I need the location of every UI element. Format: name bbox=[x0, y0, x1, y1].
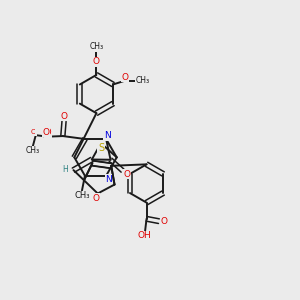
Text: CH₃: CH₃ bbox=[26, 146, 40, 155]
Text: OH: OH bbox=[138, 231, 152, 240]
Text: CH₃: CH₃ bbox=[74, 191, 90, 200]
Text: CH₃: CH₃ bbox=[89, 42, 103, 51]
Text: O: O bbox=[93, 194, 100, 203]
Text: N: N bbox=[103, 131, 110, 140]
Text: O: O bbox=[43, 128, 50, 137]
Text: O: O bbox=[160, 217, 167, 226]
Text: N: N bbox=[105, 175, 112, 184]
Text: O: O bbox=[45, 128, 51, 137]
Text: S: S bbox=[98, 143, 104, 153]
Text: H: H bbox=[62, 165, 68, 174]
Text: O: O bbox=[93, 58, 100, 67]
Text: O: O bbox=[122, 73, 129, 82]
Text: O: O bbox=[61, 112, 68, 121]
Text: O: O bbox=[123, 170, 130, 179]
Text: O: O bbox=[31, 129, 36, 135]
Text: CH₃: CH₃ bbox=[135, 76, 149, 85]
